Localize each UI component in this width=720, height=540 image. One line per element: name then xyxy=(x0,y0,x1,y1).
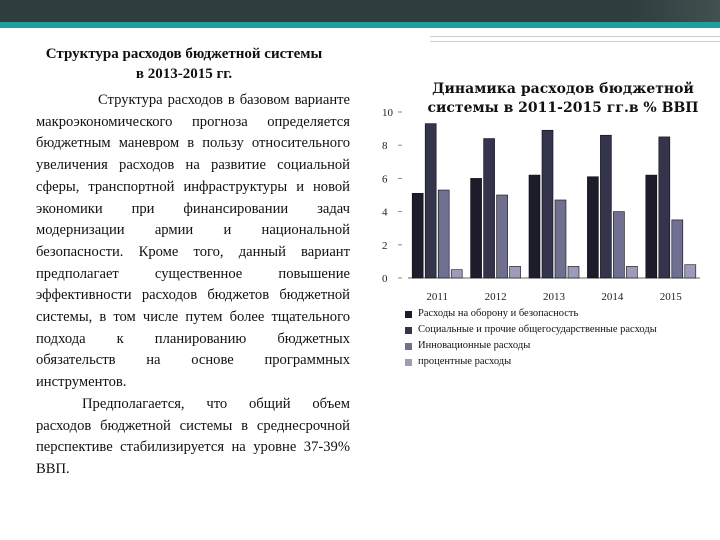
x-tick-label: 2014 xyxy=(601,291,624,303)
bar xyxy=(509,266,521,279)
header-accent-line xyxy=(0,22,720,28)
legend-label: Инновационные расходы xyxy=(418,340,531,351)
legend-swatch xyxy=(405,342,412,350)
bar-chart: 0 2 4 6 8 10 2011 2012 2013 2014 2015 xyxy=(382,107,700,303)
slide-title-line2: в 2013-2015 гг. xyxy=(135,66,233,82)
bar xyxy=(437,189,450,279)
y-tick-label: 2 xyxy=(382,240,388,252)
y-tick-label: 6 xyxy=(382,173,388,185)
x-tick-label: 2013 xyxy=(543,291,566,303)
chart-legend: Расходы на оборону и безопасность Социаль… xyxy=(405,306,705,370)
legend-item: Инновационные расходы xyxy=(405,338,705,354)
bar xyxy=(554,199,567,279)
bar xyxy=(411,193,424,279)
bar xyxy=(450,269,463,279)
bar xyxy=(645,174,658,279)
paragraph-2: Предполагается, что общий объем расходов… xyxy=(36,395,350,477)
paragraph-1: Структура расходов в базовом варианте ма… xyxy=(36,92,350,391)
y-tick-label: 0 xyxy=(382,273,388,285)
body-text: Структура расходов в базовом варианте ма… xyxy=(36,90,350,481)
y-tick-label: 4 xyxy=(382,207,388,219)
legend-swatch xyxy=(405,310,412,318)
legend-label: процентные расходы xyxy=(418,356,512,367)
x-tick-label: 2015 xyxy=(660,291,683,303)
chart-title: Динамика расходов бюджетной системы в 20… xyxy=(427,81,699,116)
legend-swatch xyxy=(405,358,412,366)
bar xyxy=(684,264,697,279)
legend-label: Расходы на оборону и безопасность xyxy=(418,308,579,319)
legend-item: процентные расходы xyxy=(405,354,705,370)
legend-swatch xyxy=(405,326,412,334)
bar xyxy=(658,136,671,279)
bar xyxy=(613,211,625,279)
bar xyxy=(528,174,541,279)
decorative-rules xyxy=(430,36,720,50)
legend-label: Социальные и прочие общегосударственные … xyxy=(418,324,657,335)
legend-item: Расходы на оборону и безопасность xyxy=(405,306,705,322)
bar xyxy=(626,266,638,279)
bar xyxy=(587,176,599,279)
bar xyxy=(671,219,684,279)
bar xyxy=(483,138,495,279)
slide-title-line1: Структура расходов бюджетной системы xyxy=(45,46,323,62)
bar xyxy=(470,178,482,279)
header-shade xyxy=(630,0,720,22)
x-tick-label: 2011 xyxy=(426,291,448,303)
y-tick-label: 8 xyxy=(382,140,388,152)
bar xyxy=(424,123,437,279)
x-tick-label: 2012 xyxy=(485,291,507,303)
bar xyxy=(600,134,612,279)
slide-title: Структура расходов бюджетной системы в 2… xyxy=(14,44,354,84)
y-tick-label: 10 xyxy=(382,107,394,119)
header-band xyxy=(0,0,720,22)
bar xyxy=(496,194,508,279)
bar xyxy=(541,129,554,279)
bar xyxy=(567,266,580,279)
legend-item: Социальные и прочие общегосударственные … xyxy=(405,322,705,338)
